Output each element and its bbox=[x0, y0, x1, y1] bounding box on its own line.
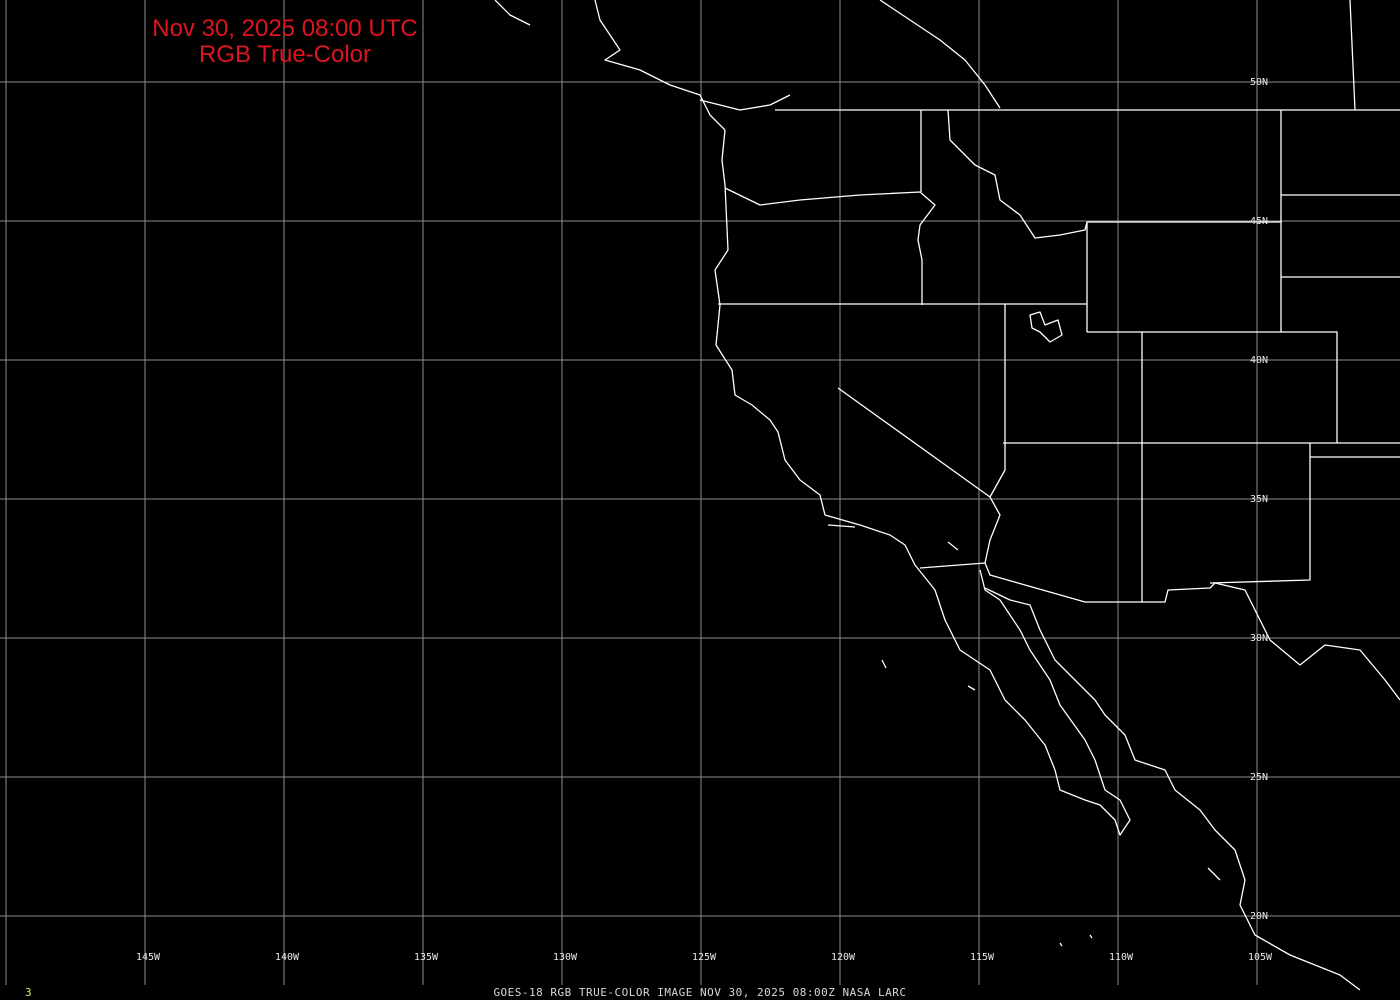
frame-number: 3 bbox=[25, 986, 32, 999]
mexico-mainland-coast bbox=[984, 587, 1361, 991]
four-corners-borders bbox=[1003, 331, 1400, 602]
us-mexico-border bbox=[919, 562, 1400, 701]
islands bbox=[827, 524, 1221, 947]
footer-caption: GOES-18 RGB TRUE-COLOR IMAGE NOV 30, 202… bbox=[493, 986, 907, 999]
latitude-label: 25N bbox=[1250, 772, 1268, 783]
longitude-label: 115W bbox=[970, 952, 995, 963]
great-salt-lake bbox=[1029, 311, 1063, 343]
latitude-label: 20N bbox=[1250, 911, 1268, 922]
longitude-label: 135W bbox=[414, 952, 439, 963]
longitude-label: 110W bbox=[1109, 952, 1134, 963]
longitude-label: 120W bbox=[831, 952, 856, 963]
longitude-label: 125W bbox=[692, 952, 717, 963]
longitude-label: 140W bbox=[275, 952, 300, 963]
map-title-datetime: Nov 30, 2025 08:00 UTC bbox=[152, 15, 418, 42]
latitude-label: 35N bbox=[1250, 494, 1268, 505]
longitude-label: 130W bbox=[553, 952, 578, 963]
map-title-product: RGB True-Color bbox=[198, 41, 372, 68]
longitude-label: 105W bbox=[1248, 952, 1273, 963]
nevada-utah-borders bbox=[837, 304, 1006, 564]
washington-oregon-border bbox=[724, 187, 936, 305]
latitude-label: 30N bbox=[1250, 633, 1268, 644]
canada-coast bbox=[494, 0, 791, 131]
latitude-label: 50N bbox=[1250, 77, 1268, 88]
grid-labels: 145W 140W 135W 130W 125W 120W 115W 110W 105W 50N 4… bbox=[136, 77, 1273, 963]
wyoming-dakota-borders bbox=[1087, 110, 1400, 332]
latitude-label: 40N bbox=[1250, 355, 1268, 366]
political-boundaries bbox=[494, 0, 1400, 991]
latitude-label: 45N bbox=[1250, 216, 1268, 227]
canada-provinces bbox=[879, 0, 1356, 111]
longitude-label: 145W bbox=[136, 952, 161, 963]
pacific-coastline bbox=[714, 129, 1131, 836]
idaho-borders bbox=[920, 109, 1088, 332]
